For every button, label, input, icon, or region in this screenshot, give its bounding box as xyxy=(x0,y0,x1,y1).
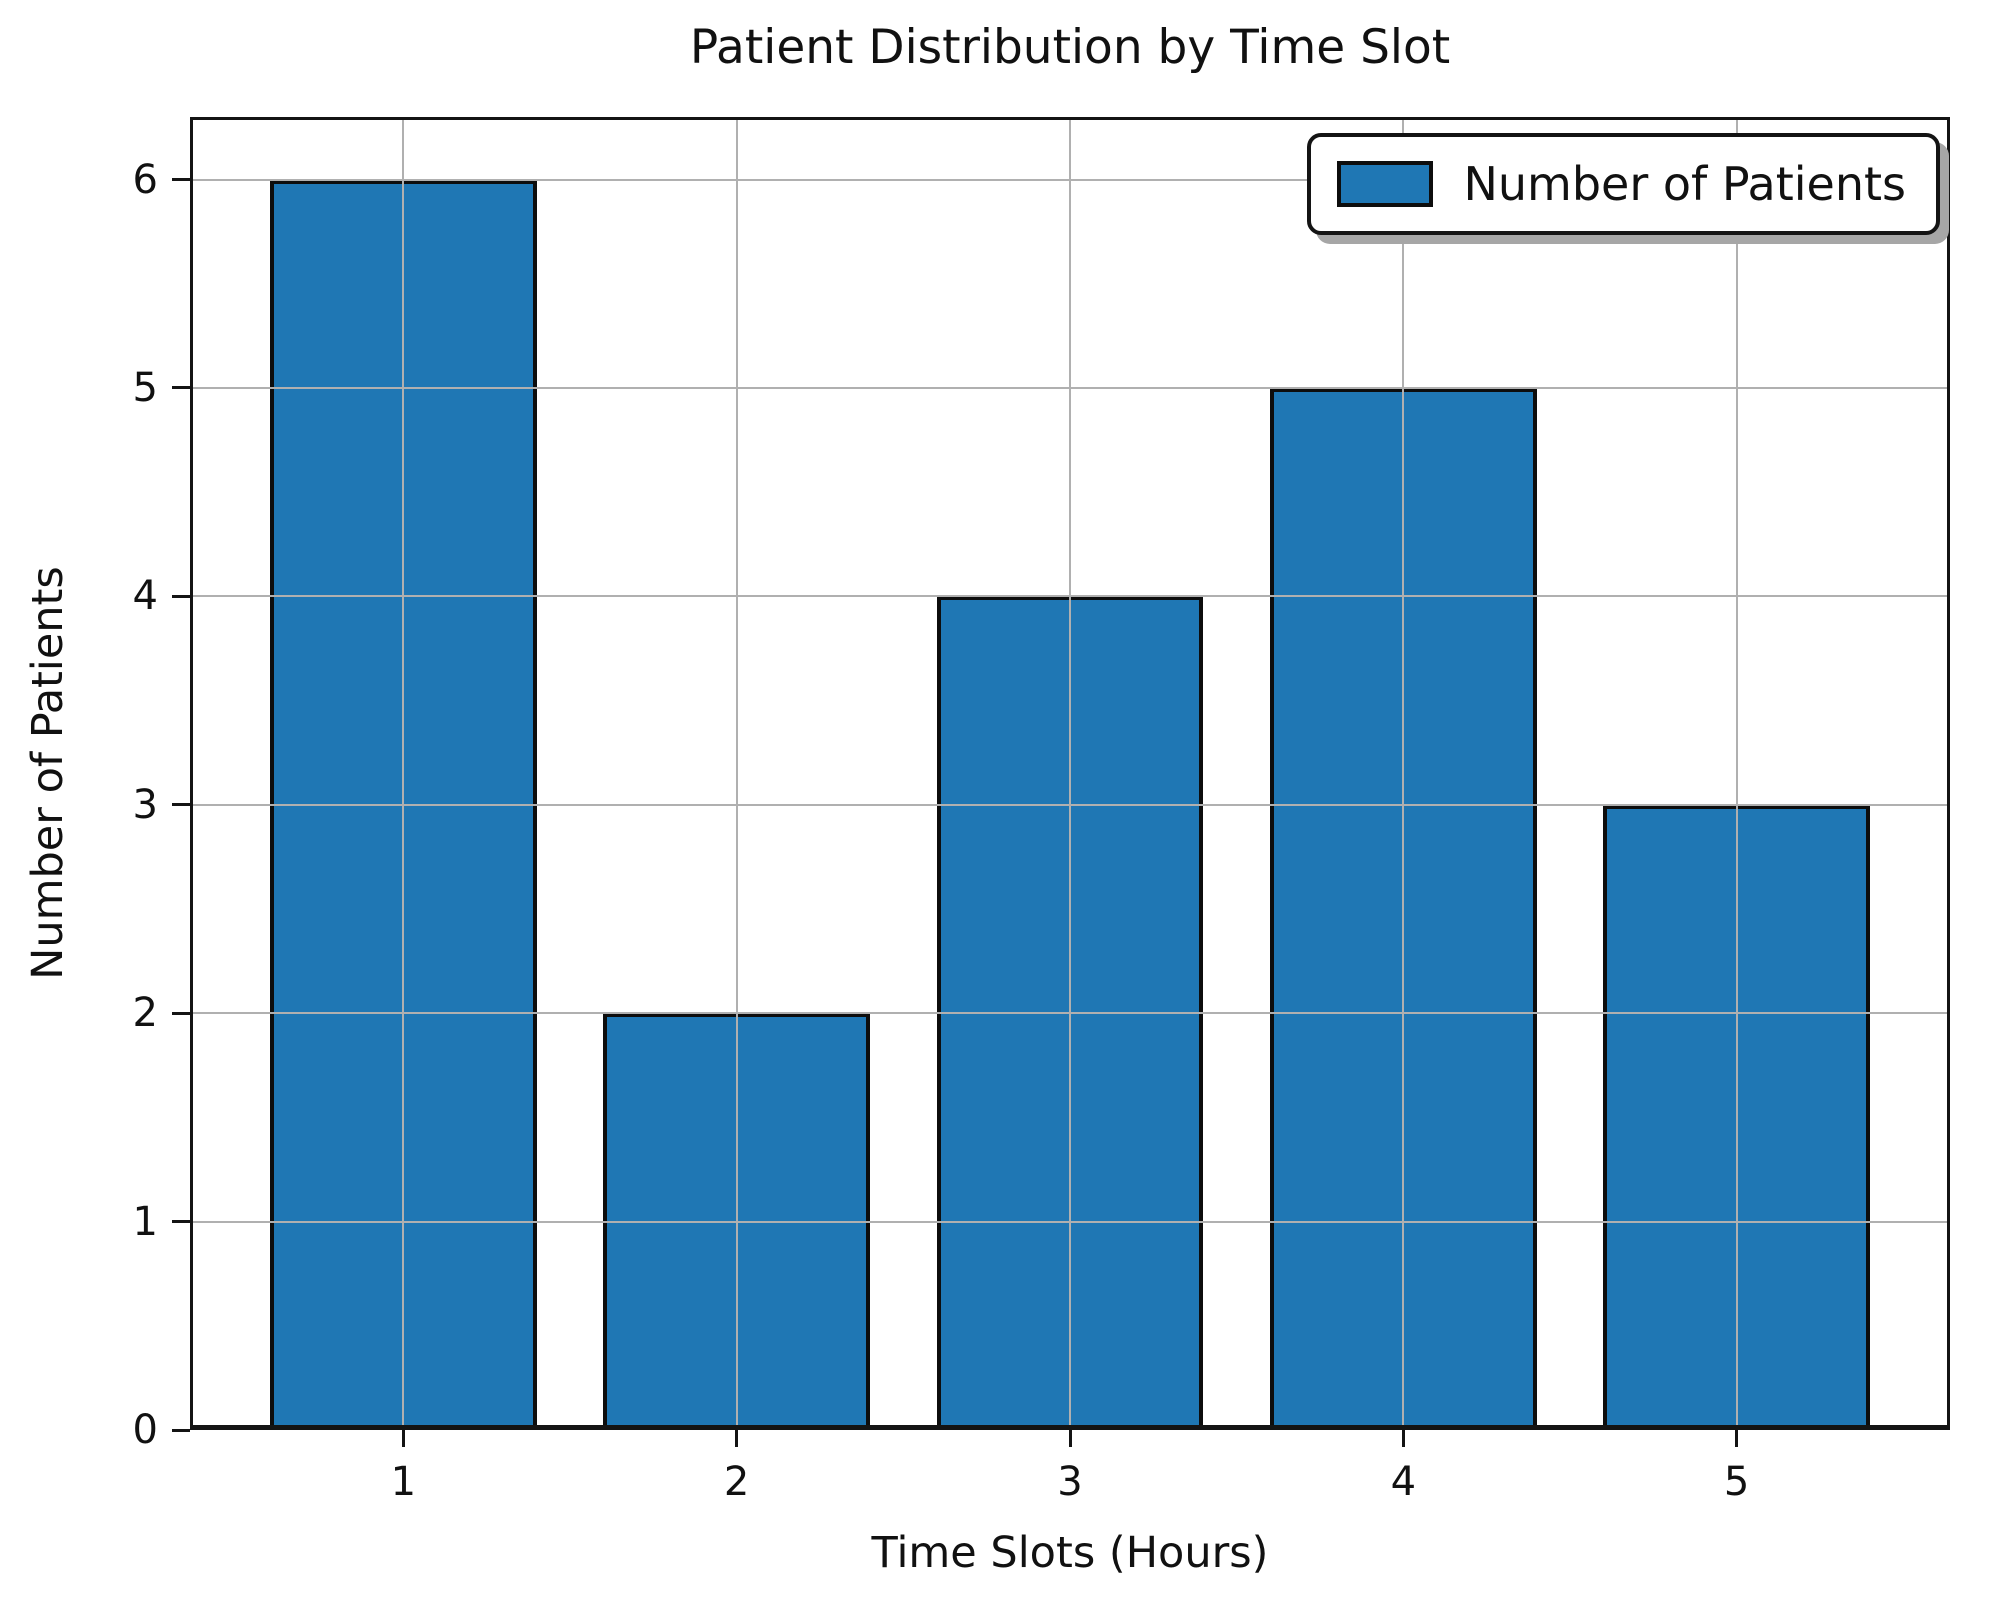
y-tick-mark xyxy=(172,594,190,598)
legend-swatch xyxy=(1337,161,1434,207)
y-tick-mark xyxy=(172,178,190,182)
x-tick-label: 1 xyxy=(390,1459,417,1505)
y-tick-label: 4 xyxy=(132,573,158,620)
y-tick-mark xyxy=(172,386,190,390)
x-tick-label: 5 xyxy=(1723,1459,1750,1505)
y-tick-label: 6 xyxy=(132,156,158,203)
y-tick-label: 3 xyxy=(132,781,158,828)
x-tick-mark xyxy=(735,1430,739,1447)
legend-label: Number of Patients xyxy=(1463,157,1906,211)
bars-layer xyxy=(190,117,1950,1430)
x-tick-mark xyxy=(1401,1430,1405,1447)
y-axis-label: Number of Patients xyxy=(23,566,73,980)
bar-slot-4 xyxy=(1270,387,1537,1430)
y-tick-mark xyxy=(172,1428,190,1432)
x-tick-mark xyxy=(1735,1430,1739,1447)
y-tick-mark xyxy=(172,1220,190,1224)
y-tick-label: 2 xyxy=(132,990,158,1037)
plot-area: Number of Patients xyxy=(190,117,1950,1430)
bar-slot-5 xyxy=(1603,804,1870,1430)
x-axis-label: Time Slots (Hours) xyxy=(871,1528,1269,1578)
bar-slot-1 xyxy=(270,179,537,1430)
y-tick-mark xyxy=(172,1011,190,1015)
bar-slot-2 xyxy=(603,1013,870,1430)
x-tick-label: 4 xyxy=(1390,1459,1417,1505)
y-tick-mark xyxy=(172,803,190,807)
x-tick-label: 3 xyxy=(1057,1459,1083,1505)
x-tick-label: 2 xyxy=(723,1459,750,1505)
x-tick-mark xyxy=(401,1430,405,1447)
y-tick-label: 1 xyxy=(132,1198,158,1245)
legend: Number of Patients xyxy=(1307,133,1940,235)
y-tick-label: 5 xyxy=(132,364,158,411)
chart-title: Patient Distribution by Time Slot xyxy=(689,20,1451,75)
y-tick-label: 0 xyxy=(132,1407,158,1453)
bar-slot-3 xyxy=(936,596,1204,1430)
x-tick-mark xyxy=(1068,1430,1072,1447)
